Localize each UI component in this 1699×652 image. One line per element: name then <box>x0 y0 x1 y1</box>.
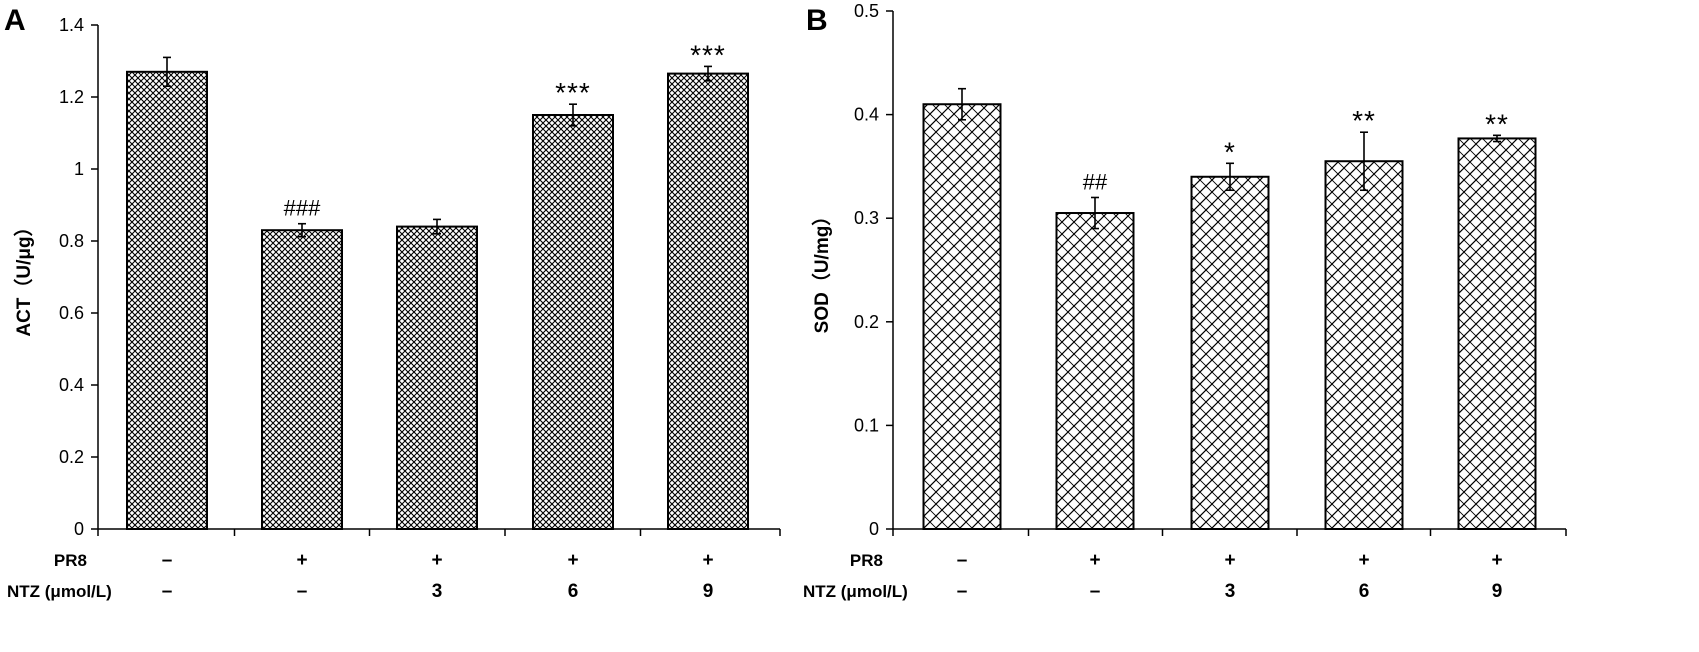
y-tick-label: 0.4 <box>59 375 84 395</box>
y-axis-label: SOD（U/mg） <box>810 207 833 334</box>
y-tick-label: 0.8 <box>59 231 84 251</box>
x-tick-label-pr8: – <box>162 550 173 571</box>
x-tick-label-pr8: + <box>1491 550 1502 571</box>
row-label-pr8: PR8 <box>850 551 883 570</box>
x-tick-label-pr8: + <box>431 550 442 571</box>
y-tick-label: 1.2 <box>59 87 84 107</box>
x-tick-label-ntz: 9 <box>1492 581 1503 602</box>
y-tick-label: 0 <box>74 519 84 539</box>
x-tick-label-pr8: + <box>567 550 578 571</box>
x-tick-label-ntz: 9 <box>703 581 714 602</box>
bar <box>532 114 614 530</box>
x-tick-label-pr8: – <box>957 550 968 571</box>
significance-marker: ## <box>1083 169 1108 194</box>
x-tick-label-ntz: 6 <box>568 581 579 602</box>
x-tick-label-pr8: + <box>1224 550 1235 571</box>
panel-label: B <box>806 4 828 37</box>
bar <box>261 229 343 530</box>
bar <box>396 225 478 530</box>
significance-marker: * <box>1224 136 1236 167</box>
bar <box>126 70 208 531</box>
x-tick-label-ntz: 3 <box>432 581 443 602</box>
y-tick-label: 0.1 <box>854 415 879 435</box>
y-tick-label: 1.4 <box>59 15 84 35</box>
x-tick-label-ntz: – <box>162 581 173 602</box>
y-tick-label: 0.4 <box>854 105 879 125</box>
significance-marker: ** <box>1485 108 1509 139</box>
bar <box>1190 175 1270 530</box>
y-tick-label: 0.6 <box>59 303 84 323</box>
x-tick-label-pr8: + <box>1089 550 1100 571</box>
x-tick-label-ntz: – <box>297 581 308 602</box>
x-tick-label-ntz: – <box>1090 581 1101 602</box>
x-tick-label-ntz: 3 <box>1225 581 1236 602</box>
chart-panel-a: A ACT（U/μg） 0 0.2 0.4 0.6 0.8 1 1.2 1.4 – – ### + – +3 *… <box>4 4 781 602</box>
x-tick-label-pr8: + <box>702 550 713 571</box>
significance-marker: *** <box>690 39 726 70</box>
significance-marker: *** <box>555 77 591 108</box>
y-tick-label: 0.5 <box>854 1 879 21</box>
x-tick-label-pr8: + <box>1358 550 1369 571</box>
bar <box>667 72 749 530</box>
bar <box>1324 160 1404 530</box>
y-axis-label: ACT（U/μg） <box>12 217 35 336</box>
significance-marker: ** <box>1352 105 1376 136</box>
x-tick-label-pr8: + <box>296 550 307 571</box>
row-label-ntz: NTZ (μmol/L) <box>7 582 112 601</box>
bar <box>1457 137 1537 530</box>
y-tick-label: 0.3 <box>854 208 879 228</box>
y-tick-label: 0 <box>869 519 879 539</box>
significance-marker: ### <box>284 196 321 221</box>
row-label-pr8: PR8 <box>54 551 87 570</box>
y-tick-label: 1 <box>74 159 84 179</box>
x-tick-label-ntz: 6 <box>1359 581 1370 602</box>
chart-panel-b: B SOD（U/mg） 0 0.1 0.2 0.3 0.4 0.5 – – ## + – * +3 ** +6 *… <box>803 1 1567 602</box>
y-tick-label: 0.2 <box>854 312 879 332</box>
x-tick-label-ntz: – <box>957 581 968 602</box>
panel-label: A <box>4 4 26 37</box>
row-label-ntz: NTZ (μmol/L) <box>803 582 908 601</box>
bar <box>922 103 1002 531</box>
y-tick-label: 0.2 <box>59 447 84 467</box>
bar <box>1055 212 1135 531</box>
